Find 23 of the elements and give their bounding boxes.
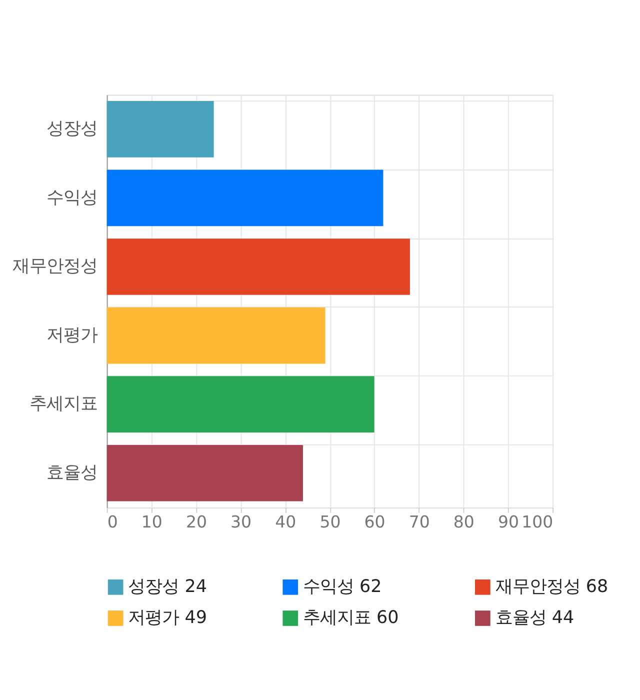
- legend-label: 재무안정성 68: [495, 577, 608, 598]
- x-tick-label: 10: [141, 512, 162, 532]
- legend-label: 효율성 44: [495, 608, 574, 628]
- y-tick-label: 추세지표: [30, 394, 98, 414]
- x-tick-label: 0: [107, 512, 118, 532]
- y-tick-label: 재무안정성: [12, 256, 98, 277]
- legend-label: 추세지표 60: [303, 608, 399, 628]
- x-tick-label: 60: [364, 512, 386, 532]
- x-tick-label: 40: [275, 512, 296, 532]
- y-tick-label: 저평가: [46, 325, 98, 346]
- x-tick-label: 70: [408, 512, 430, 532]
- y-tick-label: 성장성: [46, 119, 98, 140]
- x-tick-label: 80: [453, 512, 474, 532]
- legend-label: 성장성 24: [128, 577, 207, 598]
- x-tick-label: 20: [186, 512, 207, 532]
- legend-label: 저평가 49: [128, 608, 207, 628]
- x-tick-label: 90: [498, 512, 520, 532]
- legend-label: 수익성 62: [303, 577, 382, 598]
- x-tick-label: 100: [522, 512, 554, 532]
- x-tick-label: 50: [320, 512, 341, 532]
- y-tick-label: 수익성: [46, 188, 98, 208]
- x-tick-label: 30: [230, 512, 252, 532]
- y-tick-label: 효율성: [46, 462, 98, 483]
